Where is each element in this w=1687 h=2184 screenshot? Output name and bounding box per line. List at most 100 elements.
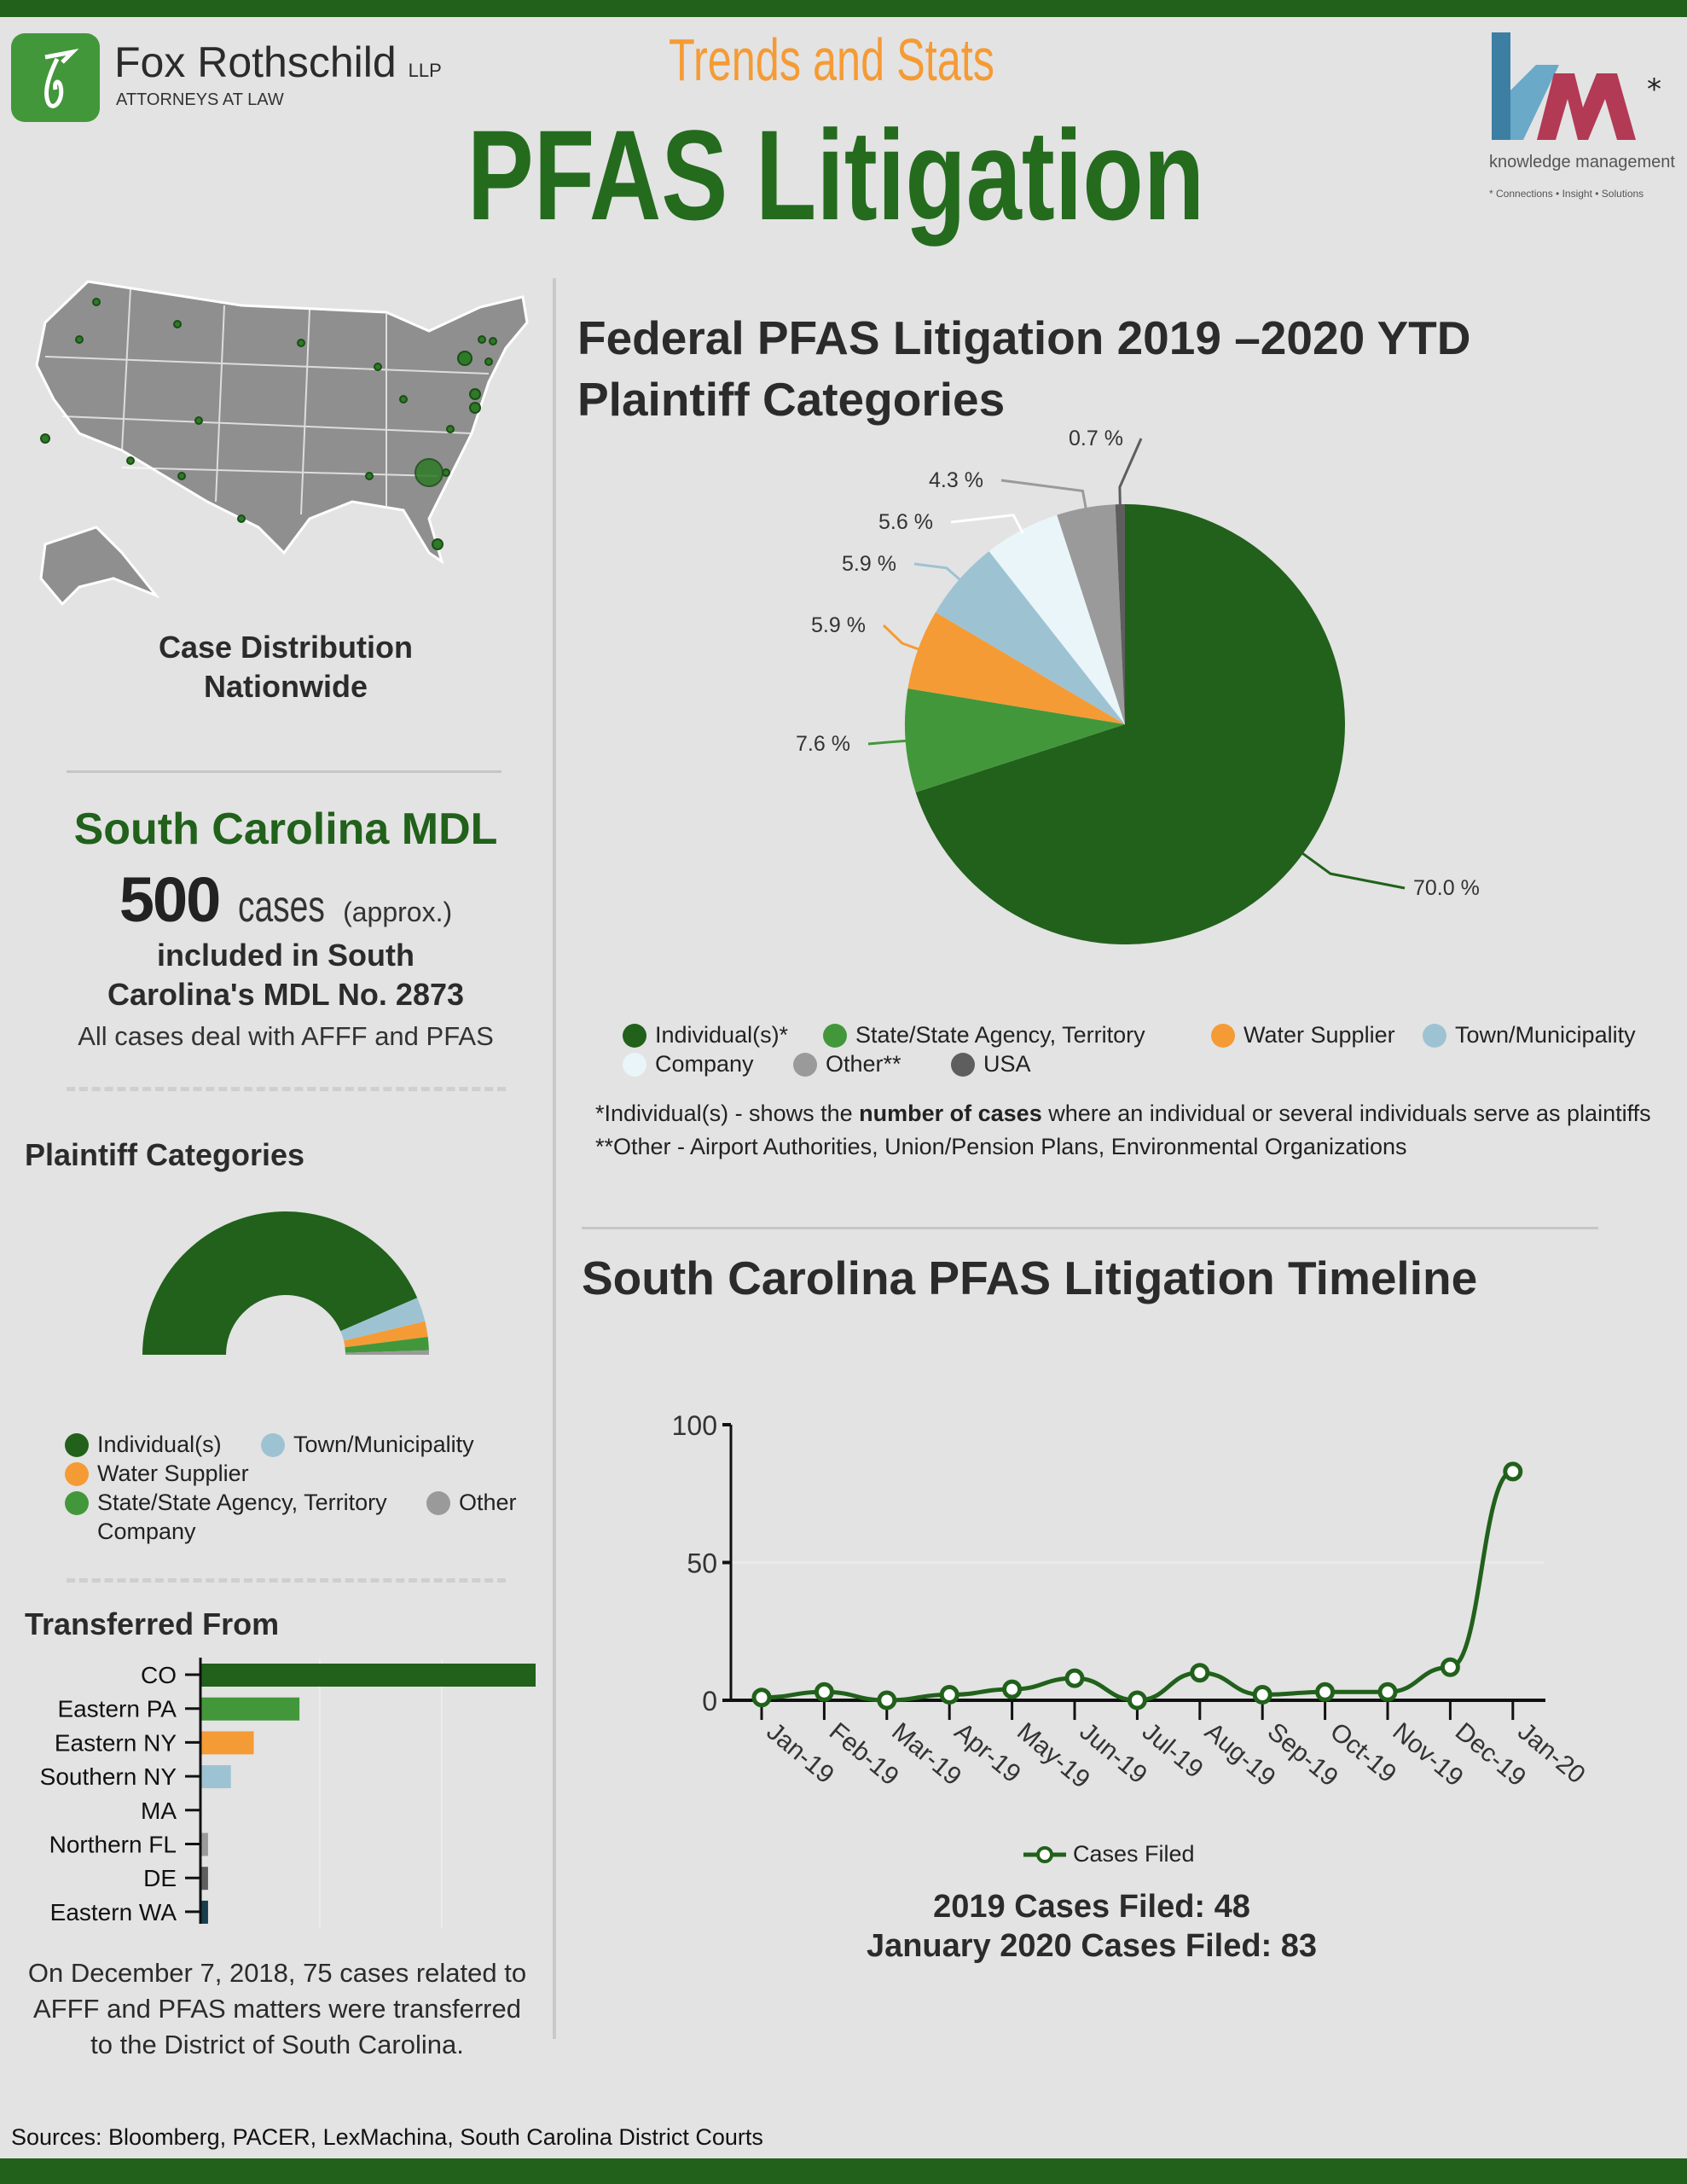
pie-data-label: 4.3 % [929,468,983,492]
mdl-count-unit: cases [237,882,325,932]
bar-category-label: Southern NY [40,1763,177,1790]
pie-data-label: 70.0 % [1413,876,1480,900]
pie-slice-water-supplier [907,612,1125,724]
pie-slice-usa [1115,504,1125,724]
legend-label: Company [655,1051,754,1077]
legend-label: Other [459,1490,517,1515]
donut-segment-other [345,1350,429,1355]
pie-slice-state-state-agency-territory [905,688,1125,793]
firm-suffix: LLP [408,60,442,81]
fox-logo-mark-icon [44,49,79,108]
state-borders [44,288,490,515]
bar-northern-fl [200,1833,208,1856]
bar-eastern-wa [200,1900,208,1924]
note-text: *Individual(s) - shows the [595,1101,860,1126]
legend-label: Water Supplier [1244,1022,1395,1048]
map-caption-line1: Case Distribution [158,630,414,665]
pie-data-label: 7.6 % [796,732,850,756]
y-tick-label: 100 [672,1410,717,1441]
transfer-footnote-line1: On December 7, 2018, 75 cases related to [27,1958,527,1988]
data-point-jun-19 [1064,1668,1085,1688]
data-point-jan-19 [751,1687,772,1708]
bar-southern-ny [200,1765,231,1789]
divider [582,1227,1598,1229]
legend-swatch [426,1490,450,1515]
cases-filed-line [761,1469,1514,1703]
mdl-note: All cases deal with AFFF and PFAS [78,1021,494,1051]
cases-2019-summary: 2019 Cases Filed: 48 [933,1889,1250,1925]
line-legend: Cases Filed [1023,1841,1195,1867]
legend-swatch [1211,1023,1235,1048]
dashed-divider [67,1578,506,1583]
km-logo: * knowledge management * Connections • I… [1489,31,1675,201]
legend-label: Town/Municipality [293,1432,474,1457]
legend-label: Individual(s)* [655,1022,789,1048]
data-point-jul-19 [1127,1690,1147,1711]
pie-leader-line [1118,438,1143,508]
timeline-title: South Carolina PFAS Litigation Timeline [582,1252,1478,1304]
x-tick-label: Mar-19 [886,1717,966,1791]
kicker: Trends and Stats [669,26,994,93]
mdl-title: South Carolina MDL [73,804,498,854]
pie-title-block: Federal PFAS Litigation 2019 –2020 YTD P… [577,307,1470,430]
note-text: where an individual or several individua… [1041,1101,1651,1126]
donut-title: Plaintiff Categories [25,1137,305,1172]
page-title: PFAS Litigation [467,103,1205,247]
legend-label: State/State Agency, Territory [855,1022,1145,1048]
transferred-bar-chart: CO Eastern PA Eastern NY Southern NY MA North… [40,1658,536,1928]
data-point-oct-19 [1315,1682,1336,1702]
pie-subtitle: Plaintiff Categories [577,373,1006,426]
legend-swatch [623,1052,646,1077]
donut-legend-other: Other [426,1490,517,1516]
legend-swatch [1423,1023,1446,1048]
legend-swatch [951,1052,975,1077]
transfer-footnote-line2: AFFF and PFAS matters were transferred [33,1994,521,2024]
bar-category-label: DE [143,1865,177,1891]
map-caption-line2: Nationwide [203,669,368,704]
bar-category-label: CO [141,1662,177,1688]
x-tick-label: Jul-19 [1137,1717,1209,1784]
line-legend-label: Cases Filed [1073,1841,1195,1867]
pie-legend-item-other: Other** [793,1051,901,1077]
pie-data-label: 0.7 % [1069,427,1123,450]
fox-rothschild-logo [11,33,100,122]
legend-swatch [823,1023,847,1048]
donut-legend-town: Town/Municipality [261,1432,474,1458]
pie-leader-line [1299,851,1406,890]
bar-eastern-pa [200,1697,300,1721]
pie-leader-line [882,624,922,652]
bar-eastern-ny [200,1731,254,1755]
donut-legend-individual: Individual(s) [65,1432,222,1458]
km-caption: knowledge management [1489,153,1675,171]
pie-title: Federal PFAS Litigation 2019 –2020 YTD [577,311,1471,364]
top-banner [0,0,1687,17]
data-point-mar-19 [877,1690,897,1711]
pie-legend-item-individual-s: Individual(s)* [623,1022,788,1048]
timeline-summary: 2019 Cases Filed: 48 January 2020 Cases … [751,1887,1433,1966]
mdl-description: included in South Carolina's MDL No. 287… [0,936,571,1014]
pie-legend-item-water-supplier: Water Supplier [1211,1022,1395,1048]
pie-data-label: 5.6 % [878,510,933,534]
x-tick-label: Dec-19 [1450,1717,1531,1792]
legend-label: State/State Agency, Territory [97,1490,387,1515]
donut-legend-state: State/State Agency, Territory [65,1490,387,1516]
transfer-footnote: On December 7, 2018, 75 cases related to… [0,1955,554,2063]
y-tick-label: 50 [687,1548,717,1579]
data-point-feb-19 [814,1682,834,1702]
bar-category-label: Eastern PA [57,1696,177,1722]
legend-swatch [623,1023,646,1048]
bar-de [200,1867,208,1891]
km-logo-mark: * [1492,32,1661,140]
pie-slice-other [1057,504,1125,724]
data-point-aug-19 [1190,1663,1210,1683]
pie-slice-individual-s [915,504,1345,944]
x-tick-label: Sep-19 [1262,1717,1343,1792]
firm-name: Fox Rothschild [114,38,397,86]
legend-swatch [65,1490,89,1515]
bar-category-label: MA [141,1798,177,1824]
bar-category-label: Eastern NY [55,1729,177,1756]
donut-segment-water-supplier [344,1321,428,1348]
bars-title: Transferred From [25,1606,280,1641]
sources: Sources: Bloomberg, PACER, LexMachina, S… [11,2124,763,2150]
x-tick-label: Nov-19 [1388,1717,1469,1792]
